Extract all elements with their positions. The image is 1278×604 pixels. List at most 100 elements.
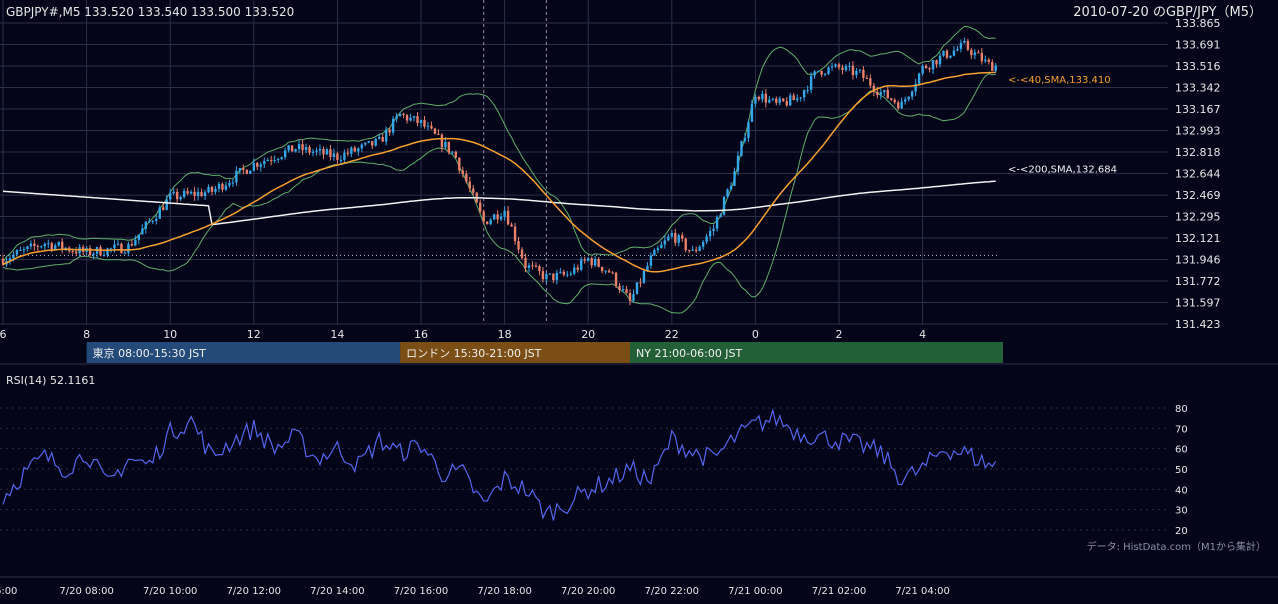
candle-body	[816, 70, 820, 72]
candle-body	[186, 191, 189, 194]
candle-body	[862, 69, 865, 78]
sma200-annotation: <-<200,SMA,132.684	[1008, 165, 1117, 176]
candle-body	[583, 259, 586, 261]
candle-body	[757, 96, 761, 100]
candle-body	[270, 159, 273, 161]
candle-body	[381, 136, 384, 142]
candle-body	[681, 235, 684, 239]
candle-body	[524, 257, 527, 268]
rsi-tick-label: 80	[1175, 404, 1188, 415]
candle-body	[708, 230, 712, 237]
candle-body	[479, 202, 482, 212]
hour-tick-label: 2	[836, 328, 843, 341]
candle-body	[276, 158, 280, 160]
candle-body	[813, 71, 816, 76]
candle-body	[346, 152, 350, 154]
candle-body	[949, 55, 952, 58]
session-block	[86, 342, 401, 363]
candle-body	[823, 73, 827, 75]
candle-body	[663, 240, 667, 245]
candle-body	[221, 183, 224, 190]
candle-body	[670, 232, 673, 237]
hour-tick-label: 22	[665, 328, 679, 341]
time-axis-label: 06:00	[0, 586, 17, 597]
price-tick-label: 132.644	[1175, 168, 1221, 181]
candle-body	[158, 207, 161, 219]
candle-body	[371, 140, 374, 146]
candle-body	[883, 90, 886, 93]
candle-body	[733, 171, 736, 186]
candle-body	[677, 235, 680, 243]
hour-tick-label: 4	[919, 328, 926, 341]
candle-body	[416, 116, 419, 124]
hour-tick-label: 12	[247, 328, 261, 341]
candle-body	[210, 186, 214, 192]
candle-body	[339, 159, 343, 161]
price-tick-label: 133.342	[1175, 81, 1221, 94]
candle-body	[357, 148, 360, 152]
candle-body	[830, 66, 834, 68]
candle-body	[646, 265, 649, 271]
candle-body	[36, 246, 40, 248]
candle-body	[597, 258, 600, 267]
hour-tick-label: 16	[414, 328, 428, 341]
candle-body	[151, 221, 154, 223]
candle-body	[639, 282, 642, 284]
time-axis-label: 7/20 16:00	[394, 586, 448, 597]
candle-body	[548, 273, 552, 275]
candle-body	[294, 149, 297, 152]
candle-body	[40, 246, 43, 248]
time-axis-label: 7/20 22:00	[645, 586, 699, 597]
candle-body	[959, 42, 963, 49]
candle-body	[395, 116, 398, 119]
chart-title: 2010-07-20 のGBP/JPY（M5）	[1073, 5, 1262, 20]
candle-body	[290, 145, 294, 152]
candle-body	[304, 146, 308, 151]
price-tick-label: 133.691	[1175, 38, 1221, 51]
price-tick-label: 131.772	[1175, 275, 1221, 288]
bollinger-upper	[2, 25, 996, 263]
price-tick-label: 133.865	[1175, 17, 1221, 30]
candle-body	[364, 142, 367, 145]
candle-body	[754, 96, 757, 104]
candle-body	[280, 157, 283, 159]
candle-body	[391, 118, 395, 133]
candle-body	[667, 236, 670, 241]
candle-body	[775, 98, 778, 103]
candle-body	[252, 162, 255, 171]
hour-tick-label: 8	[83, 328, 90, 341]
candle-body	[419, 120, 423, 124]
candle-body	[388, 129, 391, 133]
candle-body	[454, 151, 458, 158]
candle-body	[890, 98, 893, 100]
candle-body	[423, 120, 426, 127]
candle-body	[465, 173, 468, 182]
candle-body	[503, 210, 506, 217]
time-axis-label: 7/20 10:00	[143, 586, 197, 597]
candle-body	[451, 151, 454, 153]
time-axis-label: 7/20 08:00	[59, 586, 113, 597]
candle-body	[789, 95, 792, 106]
candle-body	[109, 248, 113, 250]
candle-body	[492, 214, 496, 220]
candle-body	[189, 191, 193, 194]
candle-body	[130, 244, 134, 246]
session-label: 東京 08:00-15:30 JST	[93, 346, 207, 360]
candle-body	[99, 247, 102, 256]
candle-body	[963, 40, 966, 43]
candle-body	[928, 68, 931, 70]
candle-body	[88, 248, 92, 256]
candle-body	[12, 254, 15, 259]
rsi-tick-label: 70	[1175, 424, 1188, 435]
candle-body	[980, 52, 984, 62]
time-axis-label: 7/20 14:00	[310, 586, 364, 597]
candle-body	[238, 168, 242, 171]
rsi-line	[2, 407, 997, 521]
price-axis: 133.865 133.691 133.516 133.342 133.167 132.9…	[1175, 17, 1221, 331]
price-tick-label: 132.469	[1175, 189, 1221, 202]
time-axis-label: 7/21 02:00	[812, 586, 866, 597]
candle-body	[71, 251, 74, 253]
candle-body	[931, 60, 935, 70]
candle-body	[938, 55, 942, 65]
